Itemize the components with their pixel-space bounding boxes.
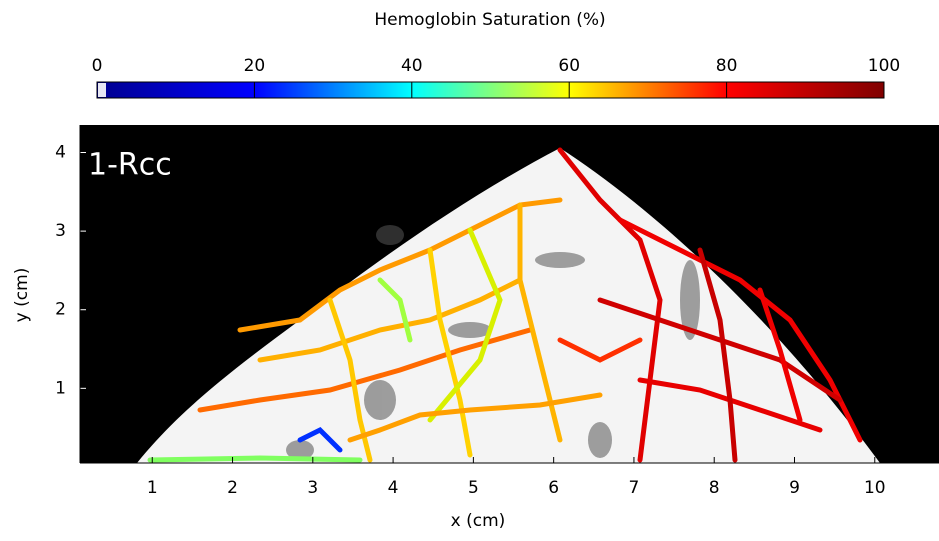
x-tick-label: 6 xyxy=(548,478,559,498)
x-tick-label: 9 xyxy=(789,478,800,498)
x-tick-label: 8 xyxy=(709,478,720,498)
y-tick-label: 2 xyxy=(55,300,66,320)
colorbar-tick-label: 40 xyxy=(401,56,423,76)
colorbar-low xyxy=(98,83,106,97)
x-tick-label: 10 xyxy=(864,478,886,498)
y-tick-label: 1 xyxy=(55,378,66,398)
x-tick-label: 2 xyxy=(227,478,238,498)
colorbar-tick-label: 20 xyxy=(244,56,266,76)
colorbar-title: Hemoglobin Saturation (%) xyxy=(374,10,605,30)
x-tick-label: 4 xyxy=(388,478,399,498)
x-axis-label: x (cm) xyxy=(451,511,506,531)
colorbar-tick-label: 60 xyxy=(558,56,580,76)
tissue xyxy=(137,148,880,463)
x-tick-label: 3 xyxy=(307,478,318,498)
y-tick-label: 3 xyxy=(55,221,66,241)
annotation: 1-Rcc xyxy=(88,148,172,183)
colorbar-tick-label: 80 xyxy=(716,56,738,76)
vessels xyxy=(147,147,863,463)
y-axis-label: y (cm) xyxy=(12,268,32,323)
image xyxy=(137,147,880,463)
colorbar-tick-label: 0 xyxy=(92,56,103,76)
shadows xyxy=(286,225,700,460)
x-tick-label: 1 xyxy=(147,478,158,498)
y-tick-label: 4 xyxy=(55,143,66,163)
colorbar xyxy=(96,81,885,99)
colorbar-tick-label: 100 xyxy=(868,56,900,76)
x-tick-label: 7 xyxy=(629,478,640,498)
x-tick-label: 5 xyxy=(468,478,479,498)
